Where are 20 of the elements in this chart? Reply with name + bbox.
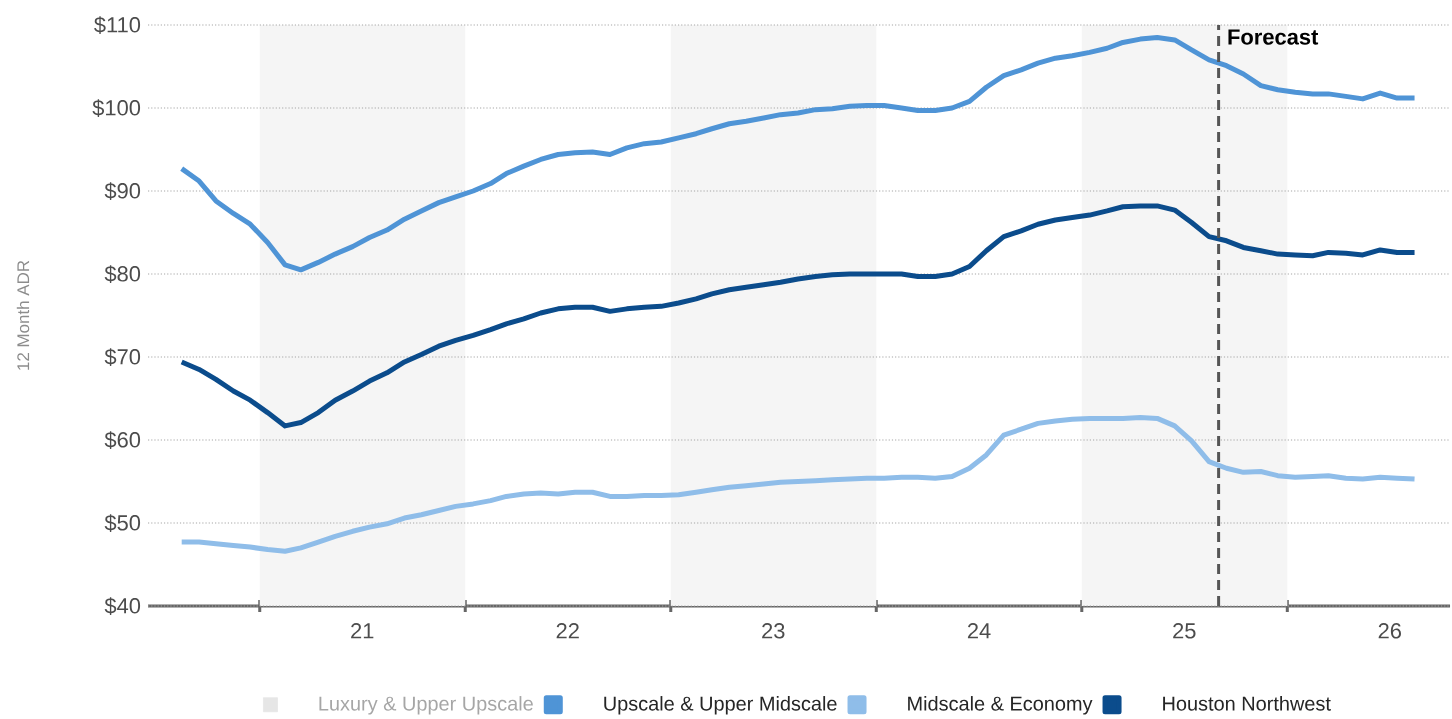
x-tick-label: 23 [762,623,785,639]
y-tick-label: $50 [104,514,141,532]
y-tick-label: $100 [92,99,141,117]
legend-label: Luxury & Upper Upscale [319,696,533,715]
y-tick-label: $80 [104,265,141,283]
x-tick-label: 21 [351,623,374,639]
y-tick-label: $90 [104,182,141,200]
legend-label: Houston Northwest [1163,696,1331,711]
legend-label: Midscale & Economy [908,696,1093,715]
x-tick-label: 24 [967,623,991,639]
ref-line-label: Forecast [1228,29,1319,45]
y-tick-label: $110 [94,16,141,34]
x-tick-label: 22 [556,623,579,639]
x-tick-label: 25 [1173,623,1196,639]
y-tick-label: $60 [104,431,141,449]
legend-label: Upscale & Upper Midscale [604,696,837,715]
x-tick-label: 26 [1378,623,1401,639]
y-axis-title: 12 Month ADR [16,260,30,370]
y-tick-label: $40 [104,597,141,615]
y-tick-label: $70 [104,348,141,366]
